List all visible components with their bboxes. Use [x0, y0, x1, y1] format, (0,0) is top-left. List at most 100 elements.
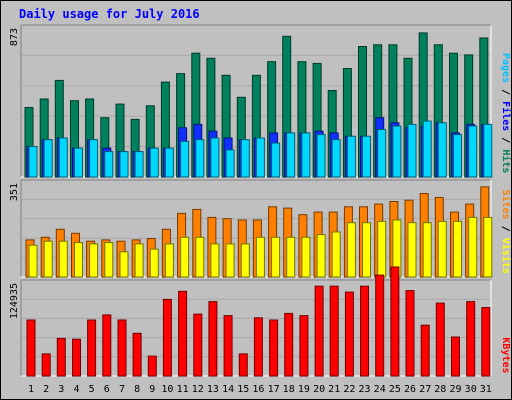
bar-sites-day-22 — [346, 222, 356, 278]
bar-sites-day-2 — [43, 240, 53, 278]
x-tick-label: 28 — [434, 384, 446, 395]
x-tick-label: 23 — [358, 384, 370, 395]
legend-part: / — [500, 131, 511, 149]
x-tick-label: 6 — [104, 384, 110, 395]
x-tick-label: 11 — [177, 384, 189, 395]
bar-kbytes-day-1 — [26, 319, 36, 377]
bar-kbytes-day-9 — [147, 355, 157, 377]
bar-pages-day-28 — [437, 122, 447, 178]
bar-pages-day-16 — [255, 137, 265, 178]
legend-part: / — [500, 220, 511, 238]
bar-pages-day-25 — [392, 125, 402, 178]
bar-pages-day-9 — [149, 147, 159, 178]
x-tick-label: 17 — [268, 384, 280, 395]
x-tick-label: 24 — [374, 384, 386, 395]
x-tick-label: 2 — [43, 384, 49, 395]
x-tick-label: 26 — [404, 384, 416, 395]
bar-sites-day-26 — [407, 222, 417, 278]
x-tick-label: 15 — [237, 384, 249, 395]
y-max-label: 351 — [9, 183, 20, 201]
bar-sites-day-28 — [437, 220, 447, 278]
bar-pages-day-3 — [58, 137, 68, 178]
x-tick-label: 12 — [192, 384, 204, 395]
x-tick-label: 8 — [134, 384, 140, 395]
x-tick-label: 20 — [313, 384, 325, 395]
legend-part: / — [500, 83, 511, 101]
x-tick-label: 29 — [449, 384, 461, 395]
bar-pages-day-18 — [286, 132, 296, 178]
bar-pages-day-21 — [331, 139, 341, 178]
bar-sites-day-8 — [134, 243, 144, 278]
legend-part: Visits — [500, 238, 512, 274]
bar-kbytes-day-4 — [72, 338, 81, 377]
legend-part: Pages — [500, 53, 511, 83]
x-tick-label: 16 — [252, 384, 264, 395]
x-tick-label: 14 — [222, 384, 234, 395]
x-tick-label: 21 — [328, 384, 340, 395]
bar-kbytes-day-26 — [405, 290, 415, 377]
x-tick-label: 9 — [149, 384, 155, 395]
bar-pages-day-24 — [377, 129, 387, 178]
bar-kbytes-day-8 — [132, 332, 142, 377]
bar-sites-day-20 — [316, 234, 326, 278]
bar-sites-day-24 — [377, 220, 387, 278]
bar-sites-day-23 — [362, 222, 371, 278]
x-tick-label: 27 — [419, 384, 431, 395]
bar-pages-day-23 — [362, 135, 371, 178]
bar-kbytes-day-21 — [329, 285, 339, 377]
bar-kbytes-day-6 — [102, 314, 112, 377]
bar-pages-day-27 — [422, 120, 432, 178]
bar-pages-day-2 — [43, 139, 53, 178]
x-tick-label: 7 — [119, 384, 125, 395]
bar-sites-day-10 — [164, 243, 174, 278]
bar-kbytes-day-11 — [178, 290, 188, 377]
y-max-label: 124935 — [9, 283, 20, 319]
bar-kbytes-day-31 — [481, 307, 491, 377]
bar-pages-day-31 — [483, 123, 493, 178]
bar-pages-day-17 — [271, 142, 281, 178]
x-tick-label: 19 — [298, 384, 310, 395]
legend-part: Sites — [500, 190, 512, 220]
bar-sites-day-3 — [58, 240, 68, 278]
y-max-label: 873 — [9, 28, 20, 46]
bar-pages-day-20 — [316, 134, 326, 178]
bar-kbytes-day-13 — [208, 301, 218, 377]
x-tick-label: 5 — [89, 384, 95, 395]
bar-sites-day-6 — [104, 242, 114, 278]
bar-kbytes-day-28 — [435, 302, 445, 377]
bar-sites-day-16 — [255, 236, 265, 278]
bar-sites-day-14 — [225, 243, 235, 278]
bar-pages-day-26 — [407, 123, 417, 178]
bar-pages-day-14 — [225, 149, 235, 178]
chart-title: Daily usage for July 2016 — [19, 7, 200, 21]
x-tick-label: 25 — [389, 384, 401, 395]
bar-sites-day-7 — [119, 251, 129, 278]
x-tick-label: 3 — [58, 384, 64, 395]
bar-pages-day-4 — [74, 147, 83, 178]
bar-kbytes-day-5 — [87, 319, 97, 377]
bar-pages-day-15 — [240, 139, 250, 178]
bar-pages-day-29 — [453, 134, 462, 178]
x-tick-label: 22 — [343, 384, 355, 395]
x-tick-label: 30 — [465, 384, 477, 395]
bar-sites-day-31 — [483, 216, 493, 278]
bar-sites-day-11 — [180, 236, 190, 278]
bar-pages-day-8 — [134, 151, 144, 178]
bar-kbytes-day-7 — [117, 319, 127, 377]
bar-pages-day-7 — [119, 151, 129, 178]
bar-kbytes-day-3 — [56, 337, 66, 377]
bar-sites-day-13 — [210, 243, 220, 278]
bar-pages-day-30 — [468, 125, 478, 178]
bar-sites-day-12 — [195, 236, 205, 278]
bar-kbytes-day-16 — [253, 317, 263, 377]
bar-kbytes-day-12 — [193, 313, 203, 377]
bar-pages-day-11 — [180, 140, 190, 178]
bar-kbytes-day-15 — [238, 353, 248, 377]
bar-sites-day-18 — [286, 236, 296, 278]
legend-part: Files — [500, 101, 512, 131]
x-tick-label: 1 — [28, 384, 34, 395]
bar-sites-day-27 — [422, 222, 432, 278]
bar-sites-day-19 — [301, 236, 311, 278]
x-tick-label: 18 — [283, 384, 295, 395]
